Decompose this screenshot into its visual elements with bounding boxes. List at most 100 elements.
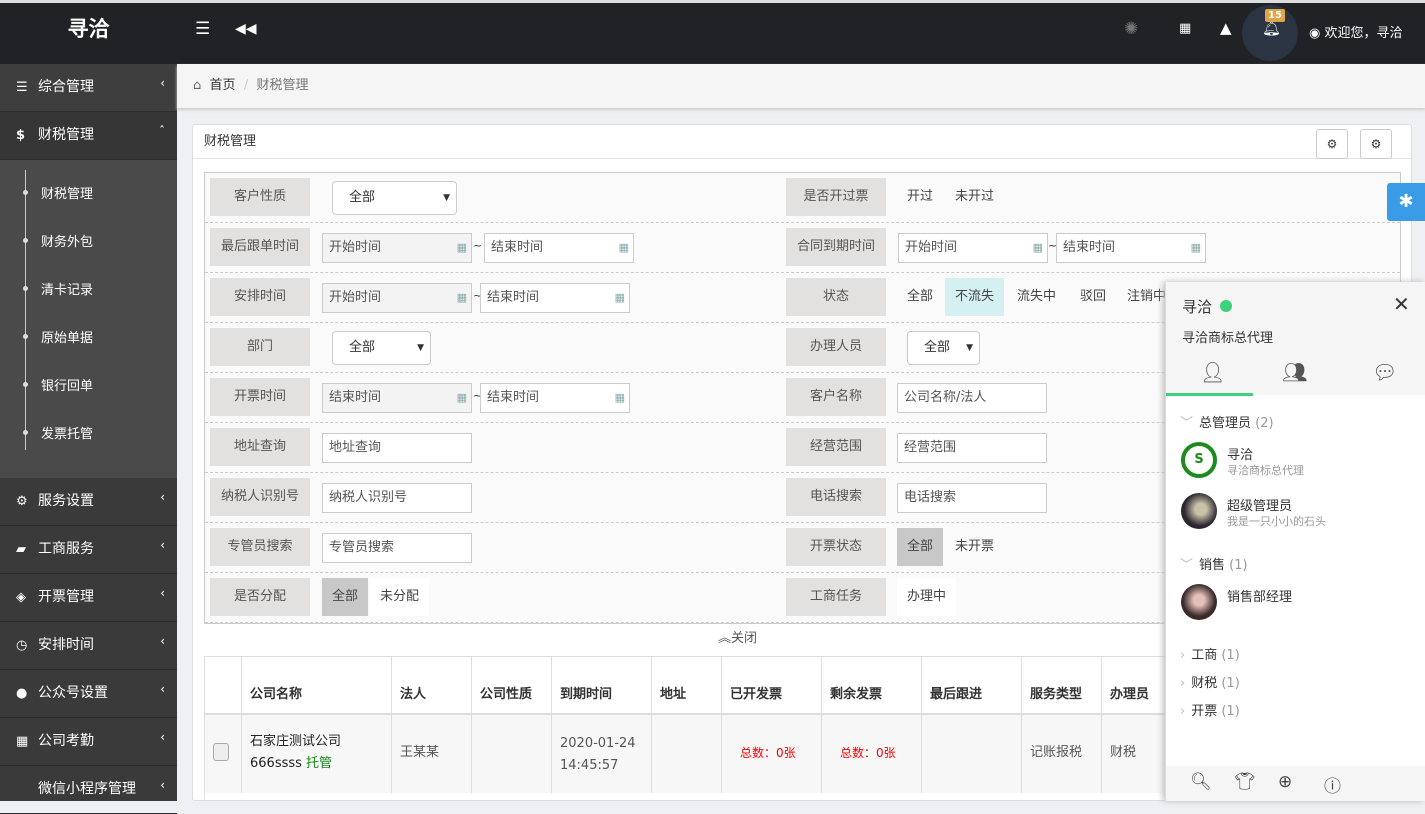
tab-history[interactable]: 💬︎ (1372, 360, 1397, 384)
expire-time: 14:45:57 (560, 758, 619, 773)
option[interactable]: 办理中 (897, 578, 957, 616)
label: 电话搜索 (786, 478, 886, 516)
tab-groups[interactable]: 👥︎ (1282, 360, 1307, 384)
info-icon[interactable]: ⓘ (1324, 777, 1341, 797)
invoice-time-end[interactable]: 结束时间 ▦ (480, 383, 630, 413)
option[interactable]: 开过 (907, 189, 934, 204)
sidebar-item-schedule[interactable]: ◷ 安排时间 ‹ (0, 622, 177, 670)
sidebar-item-business[interactable]: ▰ 工商服务 ‹ (0, 526, 177, 574)
address-input[interactable]: 地址查询 (322, 433, 472, 463)
label: 是否分配 (210, 578, 310, 616)
contract-start[interactable]: 开始时间 ▦ (898, 233, 1048, 263)
column-header[interactable]: 地址 (651, 657, 721, 714)
sidebar-item-attendance[interactable]: ▦ 公司考勤 ‹ (0, 718, 177, 766)
column-header[interactable]: 最后跟进 (921, 657, 1021, 714)
close-icon[interactable]: ✕ (1393, 292, 1410, 316)
breadcrumb-home[interactable]: 首页 (209, 78, 236, 93)
dept-select[interactable]: 全部 ▼ (332, 331, 431, 365)
status-option-selected[interactable]: 不流失 (945, 278, 1005, 316)
sidebar-item-service[interactable]: ⚙ 服务设置 ‹ (0, 478, 177, 526)
sidebar-item-finance[interactable]: $ 财税管理 ˆ (0, 112, 177, 160)
sidebar-item-wechat[interactable]: ● 公众号设置 ‹ (0, 670, 177, 718)
group-finance[interactable]: › 财税 (1) (1180, 676, 1240, 691)
qrcode-icon[interactable]: ▦ (1179, 21, 1192, 36)
schedule-start[interactable]: 开始时间 ▦ (322, 283, 472, 313)
option[interactable]: 未开票 (955, 539, 995, 554)
row-checkbox[interactable] (213, 743, 229, 761)
last-follow-start[interactable]: 开始时间 ▦ (322, 233, 472, 263)
sidebar-item-general[interactable]: ☰ 综合管理 ‹ (0, 64, 177, 112)
add-icon[interactable]: ⊕ (1278, 772, 1293, 792)
chat-bubble-icon: 💬︎ (1372, 360, 1398, 384)
warning-icon[interactable]: ▲ (1220, 19, 1232, 37)
skin-icon[interactable]: 👕︎ (1234, 772, 1256, 792)
label: 专管员搜索 (210, 528, 310, 566)
scope-input[interactable]: 经营范围 (897, 433, 1047, 463)
label: 财税管理 (38, 127, 94, 143)
column-header[interactable]: 公司名称 (241, 657, 391, 714)
dollar-icon: $ (16, 128, 26, 143)
collapse-button[interactable]: ︽关闭 (718, 631, 758, 646)
submenu-item[interactable]: 清卡记录 (41, 283, 94, 298)
label: 经营范围 (786, 428, 886, 466)
contact-item[interactable]: 销售部经理 (1181, 584, 1421, 624)
handler-select[interactable]: 全部 ▼ (907, 331, 980, 365)
customer-name-input[interactable]: 公司名称/法人 (897, 383, 1047, 413)
search-icon[interactable]: 🔍︎ (1190, 772, 1212, 792)
taxid-input[interactable]: 纳税人识别号 (322, 483, 472, 513)
column-header[interactable]: 服务类型 (1021, 657, 1101, 714)
option-selected[interactable]: 全部 (322, 578, 369, 616)
float-settings-button[interactable]: ✱ (1387, 183, 1425, 221)
option[interactable]: 未开过 (955, 189, 995, 204)
column-header[interactable]: 到期时间 (551, 657, 651, 714)
submenu-item[interactable]: 原始单据 (41, 331, 94, 346)
group-admin[interactable]: ﹀ 总管理员 (2) (1180, 416, 1274, 431)
contact-item[interactable]: S 寻洽 寻洽商标总代理 (1181, 442, 1421, 482)
label: 公众号设置 (38, 685, 108, 701)
phone-input[interactable]: 电话搜索 (897, 483, 1047, 513)
settings-button[interactable]: ⚙ (1360, 129, 1392, 159)
label: 服务设置 (38, 493, 94, 509)
company-name[interactable]: 石家庄测试公司 (250, 734, 342, 749)
column-header[interactable]: 剩余发票 (821, 657, 921, 714)
contact-item[interactable]: 超级管理员 我是一只小小的石头 (1181, 493, 1421, 533)
column-header[interactable]: 已开发票 (721, 657, 821, 714)
calendar-icon: ▦ (456, 291, 467, 304)
submenu (0, 160, 177, 478)
group-invoice[interactable]: › 开票 (1) (1180, 704, 1240, 719)
group-sales[interactable]: ﹀ 销售 (1) (1180, 558, 1248, 573)
status-option[interactable]: 注销中 (1127, 289, 1167, 304)
expire-date: 2020-01-24 (560, 736, 636, 751)
column-header[interactable]: 法人 (391, 657, 471, 714)
submenu-item[interactable]: 财税管理 (41, 187, 94, 202)
loading-icon[interactable]: ✺ (1124, 19, 1139, 39)
status-option[interactable]: 流失中 (1017, 289, 1057, 304)
option[interactable]: 未分配 (370, 578, 430, 616)
tab-friends[interactable]: 👤︎ (1200, 360, 1225, 384)
submenu-item[interactable]: 财务外包 (41, 235, 94, 250)
column-header[interactable]: 办理员 (1101, 657, 1175, 714)
status-option[interactable]: 全部 (907, 289, 934, 304)
submenu-item[interactable]: 银行回单 (41, 379, 94, 394)
label: 办理人员 (786, 328, 886, 366)
invoice-time-start[interactable]: 结束时间 ▦ (322, 383, 472, 413)
option-selected[interactable]: 全部 (897, 528, 944, 566)
last-follow-end[interactable]: 结束时间 ▦ (484, 233, 634, 263)
schedule-end[interactable]: 结束时间 ▦ (480, 283, 630, 313)
menu-icon[interactable]: ☰ (195, 19, 211, 39)
manager-input[interactable]: 专管员搜索 (322, 533, 472, 563)
group-business[interactable]: › 工商 (1) (1180, 648, 1240, 663)
sidebar-item-invoice[interactable]: ◈ 开票管理 ‹ (0, 574, 177, 622)
column-header[interactable]: 公司性质 (471, 657, 551, 714)
contract-end[interactable]: 结束时间 ▦ (1056, 233, 1206, 263)
collapse-sidebar-icon[interactable]: ◀◀ (235, 21, 257, 37)
chevron-left-icon: ‹ (160, 682, 165, 696)
customer-type-select[interactable]: 全部 ▼ (332, 181, 457, 215)
user-menu[interactable]: ◉ 欢迎您，寻洽 (1309, 22, 1403, 41)
sidebar-item-miniprogram[interactable]: 微信小程序管理 ‹ (0, 766, 177, 814)
cogs-button[interactable]: ⚙ (1316, 129, 1348, 159)
submenu-item[interactable]: 发票托管 (41, 427, 94, 442)
bell-icon: 🔔︎ (1262, 19, 1282, 37)
status-option[interactable]: 驳回 (1080, 289, 1107, 304)
label: 开票时间 (210, 378, 310, 416)
